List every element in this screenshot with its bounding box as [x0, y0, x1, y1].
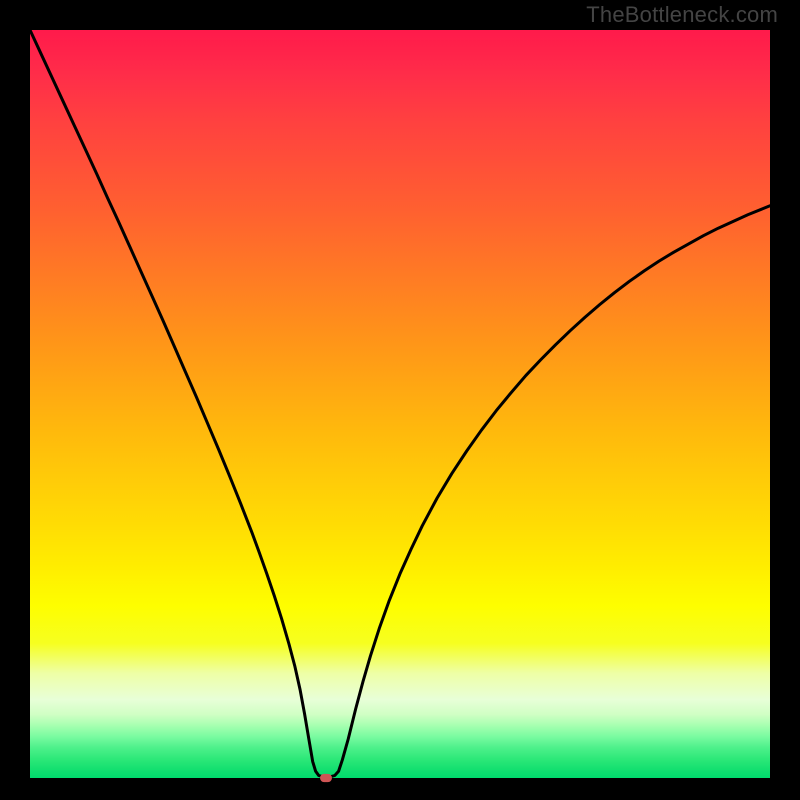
optimal-marker — [320, 774, 332, 782]
plot-background — [30, 30, 770, 778]
bottleneck-chart — [0, 0, 800, 800]
watermark-text: TheBottleneck.com — [586, 2, 778, 28]
